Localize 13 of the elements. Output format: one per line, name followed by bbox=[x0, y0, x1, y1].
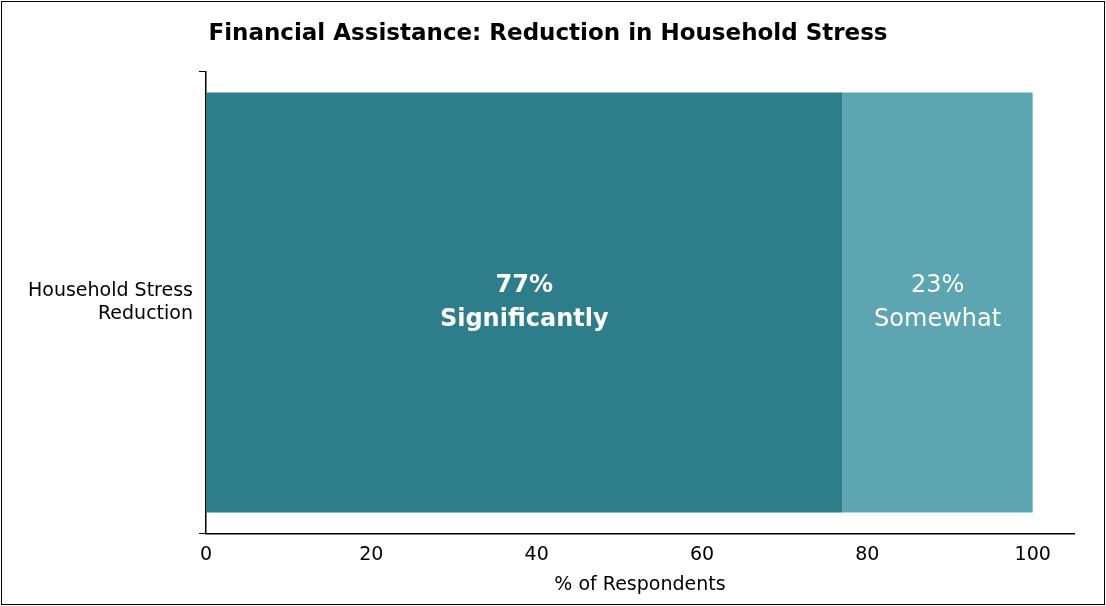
data-label: 77% bbox=[495, 269, 553, 298]
x-tick-label: 40 bbox=[524, 541, 549, 564]
x-tick-label: 60 bbox=[689, 541, 715, 564]
series-label: Significantly bbox=[439, 303, 609, 332]
y-tick-label: Household Stress Reduction bbox=[27, 278, 193, 323]
x-tick-label: 0 bbox=[199, 541, 213, 564]
x-tick-label: 80 bbox=[855, 541, 880, 564]
x-axis-title: % of Respondents bbox=[554, 571, 726, 594]
x-tick-label: 20 bbox=[359, 541, 384, 564]
x-tick-label: 100 bbox=[1014, 541, 1051, 564]
series-label: Somewhat bbox=[874, 303, 1002, 332]
chart-title: Financial Assistance: Reduction in Household Stress bbox=[208, 18, 888, 45]
data-label: 23% bbox=[910, 269, 965, 298]
